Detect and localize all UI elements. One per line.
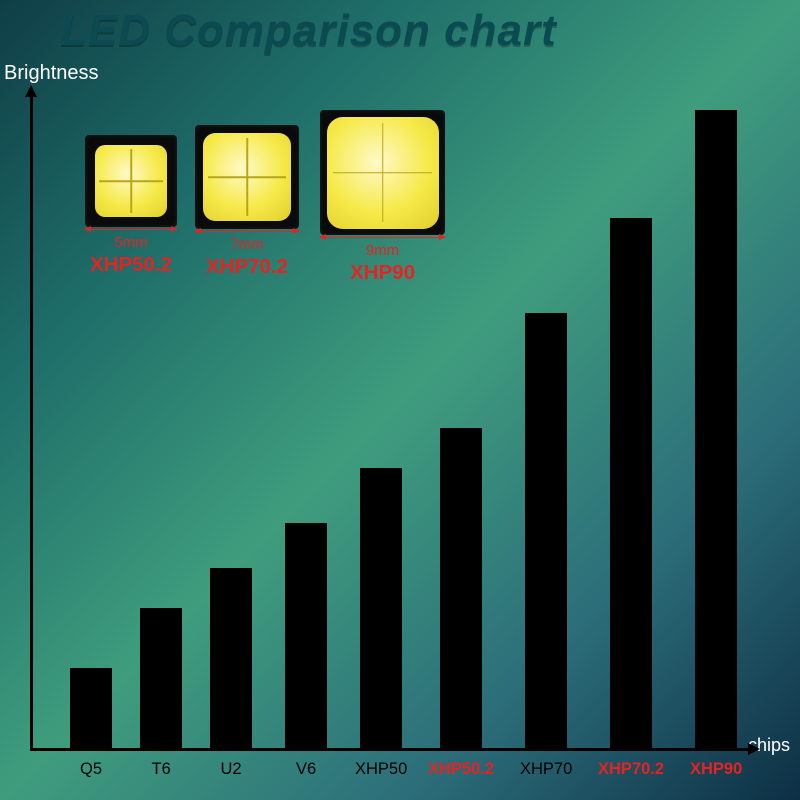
bar-xhp70-2 (610, 218, 652, 748)
chip-size-label: 9mm (320, 242, 445, 259)
chip-size-label: 5mm (85, 234, 177, 251)
dimension-line (195, 231, 299, 232)
dimension-line (85, 229, 177, 230)
bar-xhp90 (695, 110, 737, 748)
chip-package (320, 110, 445, 235)
chip-die-icon (95, 145, 167, 217)
bar-label: Q5 (80, 760, 102, 779)
bar-v6 (285, 523, 327, 748)
dimension-line (320, 237, 445, 238)
chip-name-label: XHP50.2 (85, 253, 177, 277)
x-axis (30, 748, 750, 751)
bar-t6 (140, 608, 182, 748)
chip-package (195, 125, 299, 229)
bar-label: XHP50.2 (428, 760, 494, 779)
chip-name-label: XHP90 (320, 261, 445, 285)
bar-label: XHP90 (690, 760, 742, 779)
chip-die-icon (203, 133, 291, 221)
bar-xhp70 (525, 313, 567, 748)
chip-name-label: XHP70.2 (195, 255, 299, 279)
chip-package (85, 135, 177, 227)
bar-label: XHP70.2 (598, 760, 664, 779)
bar-q5 (70, 668, 112, 748)
chip-size-label: 7mm (195, 236, 299, 253)
bar-xhp50 (360, 468, 402, 748)
y-axis (30, 95, 33, 750)
bar-label: T6 (152, 760, 171, 779)
chip-die-icon (327, 117, 439, 229)
chart-title: LED Comparison chart (60, 6, 557, 56)
bar-label: XHP50 (355, 760, 407, 779)
bar-label: U2 (221, 760, 242, 779)
chart-container: LED Comparison chart Brightness chips Q5… (0, 0, 800, 800)
bar-label: V6 (296, 760, 316, 779)
y-axis-label: Brightness (4, 62, 99, 85)
chip-xhp90: 9mm XHP90 (320, 110, 445, 285)
bar-u2 (210, 568, 252, 748)
chip-xhp50-2: 5mm XHP50.2 (85, 135, 177, 277)
bar-label: XHP70 (520, 760, 572, 779)
bar-xhp50-2 (440, 428, 482, 748)
chip-xhp70-2: 7mm XHP70.2 (195, 125, 299, 279)
